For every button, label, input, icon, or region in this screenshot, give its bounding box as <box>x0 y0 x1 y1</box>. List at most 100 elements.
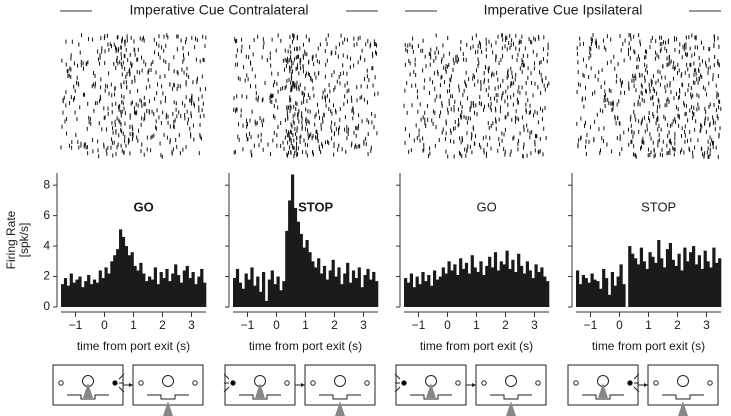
bar <box>75 279 79 307</box>
bar <box>267 279 271 307</box>
bar <box>238 282 242 307</box>
bar <box>322 265 327 307</box>
bar <box>677 253 681 307</box>
bar <box>470 255 474 307</box>
light-ray <box>633 386 640 393</box>
tray <box>319 394 361 400</box>
x-tick-label: −1 <box>241 318 255 332</box>
bar <box>700 268 704 307</box>
bar <box>244 273 248 307</box>
bar <box>139 262 143 307</box>
bar <box>418 284 422 307</box>
y-axis-label: [spk/s] <box>17 223 31 258</box>
side-port <box>58 380 64 386</box>
light-ray <box>394 373 401 380</box>
rat <box>335 401 345 416</box>
side-port <box>364 380 370 386</box>
light-ray <box>394 386 401 393</box>
x-tick-label: 3 <box>188 318 195 332</box>
bar <box>357 267 361 307</box>
bar <box>299 233 303 307</box>
bar <box>613 285 617 307</box>
rat <box>598 383 608 398</box>
x-tick-label: 2 <box>159 318 166 332</box>
bar <box>133 265 137 307</box>
header: Imperative Cue Contralateral <box>130 2 309 18</box>
bar <box>599 288 603 307</box>
center-port <box>334 375 346 387</box>
bar <box>514 271 518 307</box>
bar <box>293 208 298 307</box>
arrow-head <box>301 383 305 387</box>
side-port <box>627 380 633 386</box>
bar <box>459 258 463 307</box>
bar <box>305 240 309 307</box>
bar <box>435 279 440 307</box>
bar <box>706 261 710 307</box>
bar <box>375 281 379 307</box>
rat <box>255 383 265 398</box>
bar <box>508 268 512 307</box>
bar <box>540 267 544 307</box>
bar <box>709 267 713 307</box>
light-ray <box>223 373 230 380</box>
light-ray <box>118 373 125 380</box>
bar <box>98 270 102 307</box>
x-tick-label: 0 <box>273 318 280 332</box>
bar <box>136 270 140 307</box>
bar <box>491 267 495 307</box>
x-tick-label: 0 <box>444 318 451 332</box>
bar <box>308 252 312 307</box>
rat <box>506 401 516 416</box>
bar <box>712 247 716 307</box>
y-tick-label: 2 <box>43 269 50 283</box>
side-port <box>535 380 541 386</box>
bar <box>593 279 597 307</box>
bar <box>325 279 329 307</box>
bar <box>101 278 105 307</box>
rat <box>163 401 173 416</box>
bar <box>78 276 82 307</box>
y-axis-label: Firing Rate <box>4 210 18 269</box>
side-port <box>112 380 118 386</box>
bar <box>285 230 289 307</box>
bar <box>531 278 535 307</box>
bar <box>66 285 70 307</box>
bar <box>61 284 65 307</box>
bar <box>264 300 269 307</box>
side-port <box>481 380 487 386</box>
bar <box>334 276 338 307</box>
bar <box>421 271 425 307</box>
y-tick-label: 0 <box>43 299 50 313</box>
bar <box>233 278 237 307</box>
y-tick-label: 4 <box>43 238 50 252</box>
bar <box>683 247 687 307</box>
bar <box>142 273 146 307</box>
bar <box>619 264 623 307</box>
bar <box>520 265 524 307</box>
header: Imperative Cue Ipsilateral <box>484 2 643 18</box>
bar <box>288 200 292 307</box>
bar <box>634 258 638 307</box>
bar <box>648 252 652 307</box>
bar <box>473 267 477 307</box>
bar <box>596 281 600 307</box>
light-ray <box>118 386 125 393</box>
bar <box>438 276 442 307</box>
side-port <box>707 380 713 386</box>
bar <box>657 240 661 307</box>
bar <box>427 275 431 307</box>
bar <box>331 259 335 307</box>
side-port <box>455 380 461 386</box>
bar <box>607 294 612 307</box>
bar <box>517 253 521 307</box>
bar <box>622 284 626 307</box>
bar <box>253 285 257 307</box>
side-port <box>192 380 198 386</box>
center-port <box>677 375 689 387</box>
bar <box>502 264 506 307</box>
bar <box>697 255 701 307</box>
x-tick-label: 1 <box>302 318 309 332</box>
bar <box>485 265 489 307</box>
bar <box>587 282 591 307</box>
